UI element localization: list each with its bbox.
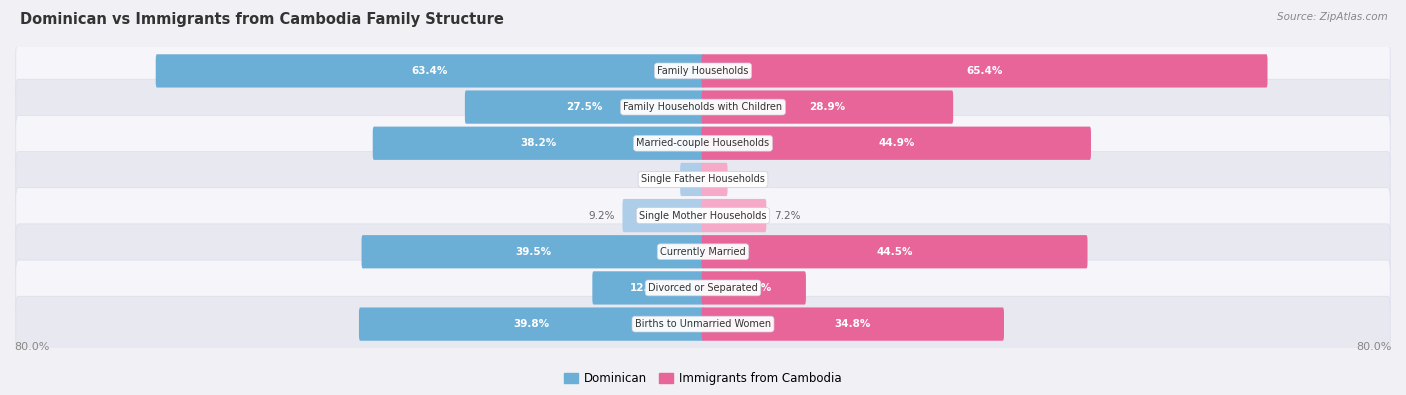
FancyBboxPatch shape: [592, 271, 704, 305]
Text: 44.9%: 44.9%: [879, 138, 914, 148]
Text: Single Mother Households: Single Mother Households: [640, 211, 766, 220]
Text: Family Households with Children: Family Households with Children: [623, 102, 783, 112]
Text: 38.2%: 38.2%: [520, 138, 557, 148]
Text: 12.7%: 12.7%: [630, 283, 666, 293]
FancyBboxPatch shape: [702, 163, 727, 196]
FancyBboxPatch shape: [156, 54, 704, 88]
FancyBboxPatch shape: [702, 235, 1087, 268]
FancyBboxPatch shape: [15, 260, 1391, 316]
FancyBboxPatch shape: [361, 235, 704, 268]
FancyBboxPatch shape: [623, 199, 704, 232]
FancyBboxPatch shape: [702, 307, 1004, 341]
Text: Dominican vs Immigrants from Cambodia Family Structure: Dominican vs Immigrants from Cambodia Fa…: [20, 12, 503, 27]
Text: 80.0%: 80.0%: [14, 342, 49, 352]
Text: 9.2%: 9.2%: [589, 211, 616, 220]
FancyBboxPatch shape: [15, 188, 1391, 243]
FancyBboxPatch shape: [373, 127, 704, 160]
Text: 34.8%: 34.8%: [835, 319, 872, 329]
Text: 65.4%: 65.4%: [966, 66, 1002, 76]
Text: 27.5%: 27.5%: [567, 102, 603, 112]
Text: 63.4%: 63.4%: [412, 66, 449, 76]
FancyBboxPatch shape: [702, 127, 1091, 160]
Text: Births to Unmarried Women: Births to Unmarried Women: [636, 319, 770, 329]
FancyBboxPatch shape: [15, 296, 1391, 352]
Text: 44.5%: 44.5%: [876, 247, 912, 257]
Text: 2.7%: 2.7%: [735, 175, 762, 184]
Text: 80.0%: 80.0%: [1357, 342, 1392, 352]
Text: Married-couple Households: Married-couple Households: [637, 138, 769, 148]
Text: Family Households: Family Households: [658, 66, 748, 76]
Legend: Dominican, Immigrants from Cambodia: Dominican, Immigrants from Cambodia: [560, 367, 846, 390]
Text: 7.2%: 7.2%: [773, 211, 800, 220]
Text: 11.8%: 11.8%: [735, 283, 772, 293]
Text: 39.5%: 39.5%: [515, 247, 551, 257]
Text: Divorced or Separated: Divorced or Separated: [648, 283, 758, 293]
Text: Currently Married: Currently Married: [661, 247, 745, 257]
Text: Source: ZipAtlas.com: Source: ZipAtlas.com: [1277, 12, 1388, 22]
FancyBboxPatch shape: [702, 54, 1267, 88]
FancyBboxPatch shape: [681, 163, 704, 196]
FancyBboxPatch shape: [15, 79, 1391, 135]
FancyBboxPatch shape: [465, 90, 704, 124]
FancyBboxPatch shape: [15, 224, 1391, 280]
FancyBboxPatch shape: [359, 307, 704, 341]
FancyBboxPatch shape: [15, 115, 1391, 171]
FancyBboxPatch shape: [15, 43, 1391, 99]
Text: 28.9%: 28.9%: [810, 102, 845, 112]
Text: Single Father Households: Single Father Households: [641, 175, 765, 184]
FancyBboxPatch shape: [15, 152, 1391, 207]
FancyBboxPatch shape: [702, 271, 806, 305]
FancyBboxPatch shape: [702, 199, 766, 232]
Text: 2.5%: 2.5%: [647, 175, 673, 184]
FancyBboxPatch shape: [702, 90, 953, 124]
Text: 39.8%: 39.8%: [513, 319, 550, 329]
